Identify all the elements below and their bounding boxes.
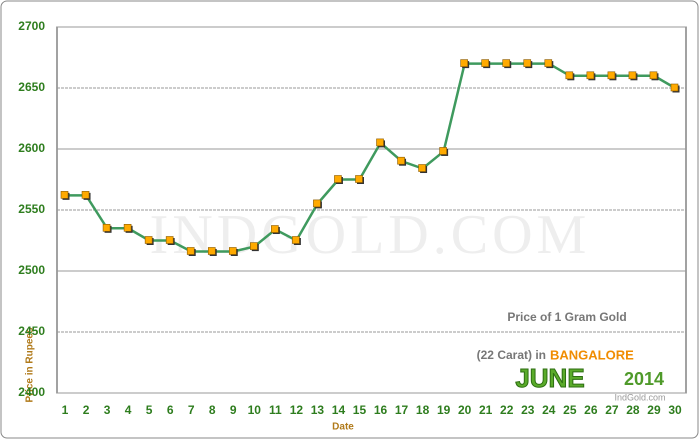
annotation-line2: (22 Carat) in xyxy=(477,348,546,362)
marker xyxy=(565,71,574,80)
marker xyxy=(271,225,279,233)
marker xyxy=(102,224,111,232)
marker xyxy=(502,59,511,67)
x-tick-label: 5 xyxy=(146,403,153,417)
watermark: IndGold.com xyxy=(150,204,591,266)
marker xyxy=(165,236,174,244)
y-tick-label: 2600 xyxy=(18,141,45,155)
marker xyxy=(292,236,300,244)
marker xyxy=(607,71,616,80)
marker xyxy=(586,71,595,80)
x-tick-label: 25 xyxy=(563,403,577,417)
y-tick-label: 2550 xyxy=(18,202,45,216)
annotation-year: 2014 xyxy=(624,369,664,389)
x-tick-label: 17 xyxy=(395,403,409,417)
x-tick-label: 21 xyxy=(479,403,493,417)
x-tick-label: 27 xyxy=(605,403,619,417)
annotation-month: JUNE xyxy=(515,363,584,393)
marker xyxy=(186,247,195,255)
marker xyxy=(207,247,216,255)
x-tick-label: 6 xyxy=(167,403,174,417)
marker xyxy=(523,59,532,67)
x-tick-label: 7 xyxy=(188,403,195,417)
marker xyxy=(376,138,384,147)
x-tick-label: 11 xyxy=(269,403,282,417)
x-tick-label: 16 xyxy=(374,403,388,417)
marker xyxy=(250,242,258,250)
x-tick-label: 12 xyxy=(290,403,304,417)
x-tick-label: 28 xyxy=(626,403,640,417)
x-tick-label: 22 xyxy=(500,403,514,417)
x-tick-label: 29 xyxy=(647,403,661,417)
marker xyxy=(355,175,363,183)
marker xyxy=(60,191,69,199)
x-tick-label: 23 xyxy=(521,403,535,417)
marker xyxy=(481,59,489,67)
marker xyxy=(144,236,153,244)
y-tick-label: 2400 xyxy=(18,385,45,399)
x-tick-label: 30 xyxy=(668,403,682,417)
x-tick-label: 13 xyxy=(311,403,325,417)
x-tick-label: 26 xyxy=(584,403,598,417)
x-tick-label: 18 xyxy=(416,403,430,417)
y-tick-label: 2700 xyxy=(18,19,45,33)
marker xyxy=(397,156,405,165)
marker xyxy=(313,199,321,208)
x-tick-label: 1 xyxy=(62,403,69,417)
marker xyxy=(418,164,426,172)
x-tick-label: 10 xyxy=(248,403,262,417)
marker xyxy=(228,247,237,255)
y-tick-label: 2650 xyxy=(18,80,45,94)
marker xyxy=(439,147,447,155)
marker xyxy=(544,59,553,67)
marker xyxy=(628,71,637,80)
marker xyxy=(81,191,90,199)
marker xyxy=(649,71,658,80)
annotation-line1: Price of 1 Gram Gold xyxy=(507,310,626,324)
x-tick-label: 9 xyxy=(230,403,237,417)
y-axis-label: Price in Rupees xyxy=(25,327,36,402)
x-tick-label: 3 xyxy=(104,403,111,417)
x-tick-label: 2 xyxy=(83,403,90,417)
x-tick-label: 15 xyxy=(353,403,367,417)
annotation-site: IndGold.com xyxy=(614,392,665,402)
annotation-city: BANGALORE xyxy=(550,347,634,362)
marker xyxy=(123,224,132,232)
marker xyxy=(460,59,468,67)
y-tick-label: 2500 xyxy=(18,263,45,277)
marker xyxy=(334,175,342,183)
x-tick-label: 14 xyxy=(332,403,346,417)
y-tick-label: 2450 xyxy=(18,324,45,338)
x-tick-label: 20 xyxy=(458,403,472,417)
x-axis-label: Date xyxy=(332,422,354,433)
x-tick-label: 8 xyxy=(209,403,216,417)
x-tick-label: 19 xyxy=(437,403,451,417)
x-tick-label: 4 xyxy=(125,403,132,417)
x-tick-label: 24 xyxy=(542,403,556,417)
marker xyxy=(670,83,679,92)
